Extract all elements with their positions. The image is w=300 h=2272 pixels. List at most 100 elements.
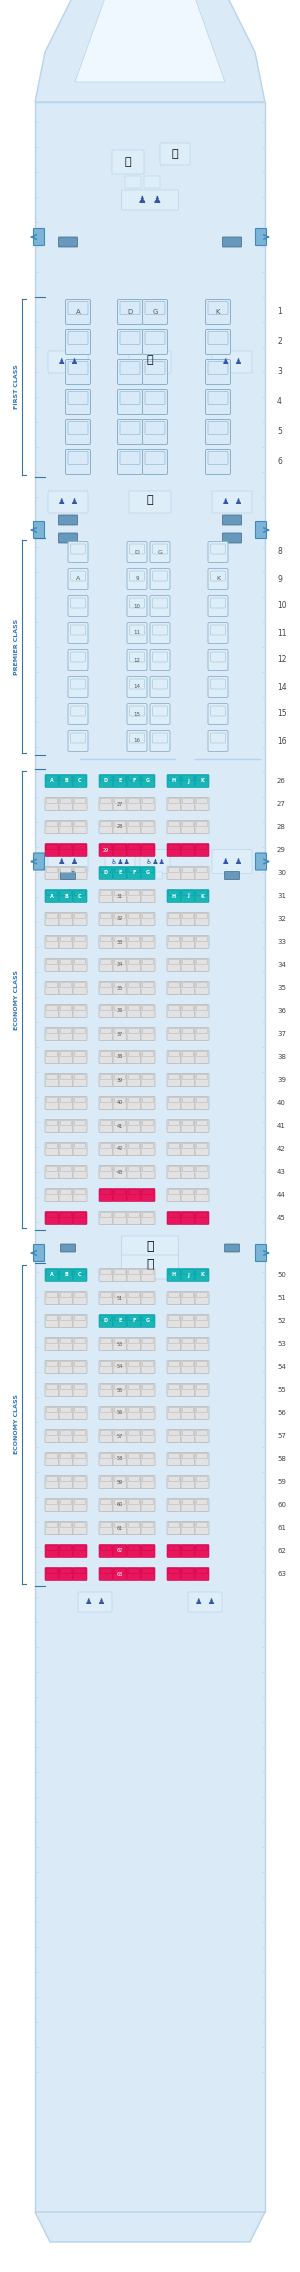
FancyBboxPatch shape (59, 1406, 73, 1420)
FancyBboxPatch shape (196, 1384, 208, 1390)
FancyBboxPatch shape (115, 1293, 125, 1297)
FancyBboxPatch shape (141, 1522, 155, 1534)
FancyBboxPatch shape (99, 1050, 113, 1063)
FancyBboxPatch shape (122, 191, 178, 209)
FancyBboxPatch shape (59, 1384, 73, 1397)
FancyBboxPatch shape (99, 1452, 113, 1465)
FancyBboxPatch shape (181, 1166, 195, 1179)
FancyBboxPatch shape (61, 1191, 71, 1195)
FancyBboxPatch shape (195, 1290, 209, 1304)
Text: 50: 50 (277, 1272, 286, 1277)
FancyBboxPatch shape (70, 707, 86, 716)
FancyBboxPatch shape (182, 1213, 194, 1218)
FancyBboxPatch shape (128, 982, 140, 988)
FancyBboxPatch shape (61, 1500, 71, 1504)
FancyBboxPatch shape (141, 1166, 155, 1179)
FancyBboxPatch shape (61, 1477, 71, 1481)
FancyBboxPatch shape (113, 843, 127, 857)
FancyBboxPatch shape (61, 1338, 71, 1343)
Text: A: A (50, 779, 54, 784)
FancyBboxPatch shape (46, 1522, 58, 1527)
FancyBboxPatch shape (128, 1545, 140, 1550)
FancyBboxPatch shape (224, 1245, 239, 1252)
FancyBboxPatch shape (141, 982, 155, 995)
FancyBboxPatch shape (45, 1545, 59, 1559)
FancyBboxPatch shape (59, 843, 73, 857)
FancyBboxPatch shape (46, 1568, 58, 1574)
FancyBboxPatch shape (142, 891, 154, 895)
FancyBboxPatch shape (223, 534, 242, 543)
FancyBboxPatch shape (100, 1522, 112, 1527)
FancyBboxPatch shape (46, 1338, 58, 1343)
FancyBboxPatch shape (167, 1568, 181, 1581)
FancyBboxPatch shape (181, 820, 195, 834)
FancyBboxPatch shape (152, 598, 167, 609)
FancyBboxPatch shape (196, 1293, 208, 1297)
FancyBboxPatch shape (208, 568, 228, 588)
FancyBboxPatch shape (73, 1166, 87, 1179)
FancyBboxPatch shape (195, 1522, 209, 1534)
FancyBboxPatch shape (169, 891, 179, 895)
FancyBboxPatch shape (100, 959, 112, 966)
FancyBboxPatch shape (59, 1475, 73, 1488)
FancyBboxPatch shape (59, 1315, 73, 1327)
FancyBboxPatch shape (68, 568, 88, 588)
FancyBboxPatch shape (150, 623, 170, 643)
Text: 55: 55 (117, 1388, 123, 1393)
FancyBboxPatch shape (73, 1338, 87, 1350)
FancyBboxPatch shape (61, 1052, 71, 1056)
FancyBboxPatch shape (181, 1545, 195, 1559)
FancyBboxPatch shape (223, 516, 242, 525)
FancyBboxPatch shape (127, 1315, 141, 1327)
FancyBboxPatch shape (99, 1315, 113, 1327)
Text: 31: 31 (277, 893, 286, 900)
FancyBboxPatch shape (181, 775, 195, 788)
FancyBboxPatch shape (182, 868, 194, 872)
FancyBboxPatch shape (127, 820, 141, 834)
FancyBboxPatch shape (115, 845, 125, 850)
FancyBboxPatch shape (127, 1429, 141, 1443)
FancyBboxPatch shape (74, 982, 86, 988)
FancyBboxPatch shape (61, 1245, 76, 1252)
Text: 10: 10 (277, 602, 286, 611)
FancyBboxPatch shape (128, 822, 140, 827)
FancyBboxPatch shape (74, 775, 86, 782)
FancyBboxPatch shape (46, 822, 58, 827)
FancyBboxPatch shape (73, 1120, 87, 1131)
FancyBboxPatch shape (141, 1452, 155, 1465)
FancyBboxPatch shape (113, 1188, 127, 1202)
FancyBboxPatch shape (74, 1166, 86, 1172)
FancyBboxPatch shape (115, 1338, 125, 1343)
FancyBboxPatch shape (169, 775, 179, 782)
FancyBboxPatch shape (141, 1211, 155, 1225)
FancyBboxPatch shape (59, 797, 73, 811)
Text: 2: 2 (277, 339, 282, 348)
FancyBboxPatch shape (45, 1097, 59, 1109)
FancyBboxPatch shape (208, 595, 228, 616)
FancyBboxPatch shape (65, 329, 91, 354)
FancyBboxPatch shape (196, 1029, 208, 1034)
Text: 16: 16 (134, 738, 140, 743)
FancyBboxPatch shape (195, 1120, 209, 1131)
FancyBboxPatch shape (141, 1315, 155, 1327)
Text: E: E (118, 779, 122, 784)
FancyBboxPatch shape (115, 1097, 125, 1102)
Text: 4: 4 (277, 398, 282, 407)
FancyBboxPatch shape (45, 1384, 59, 1397)
Text: 42: 42 (277, 1145, 286, 1152)
FancyBboxPatch shape (45, 913, 59, 925)
FancyBboxPatch shape (61, 868, 71, 872)
FancyBboxPatch shape (127, 797, 141, 811)
FancyBboxPatch shape (169, 1477, 179, 1481)
FancyBboxPatch shape (141, 1097, 155, 1109)
FancyBboxPatch shape (99, 866, 113, 879)
FancyBboxPatch shape (34, 852, 44, 870)
FancyBboxPatch shape (73, 1429, 87, 1443)
FancyBboxPatch shape (142, 1477, 154, 1481)
FancyBboxPatch shape (58, 236, 77, 248)
FancyBboxPatch shape (74, 1143, 86, 1150)
FancyBboxPatch shape (142, 1006, 154, 1011)
Text: F: F (132, 1318, 136, 1325)
FancyBboxPatch shape (120, 391, 140, 404)
FancyBboxPatch shape (115, 1431, 125, 1436)
